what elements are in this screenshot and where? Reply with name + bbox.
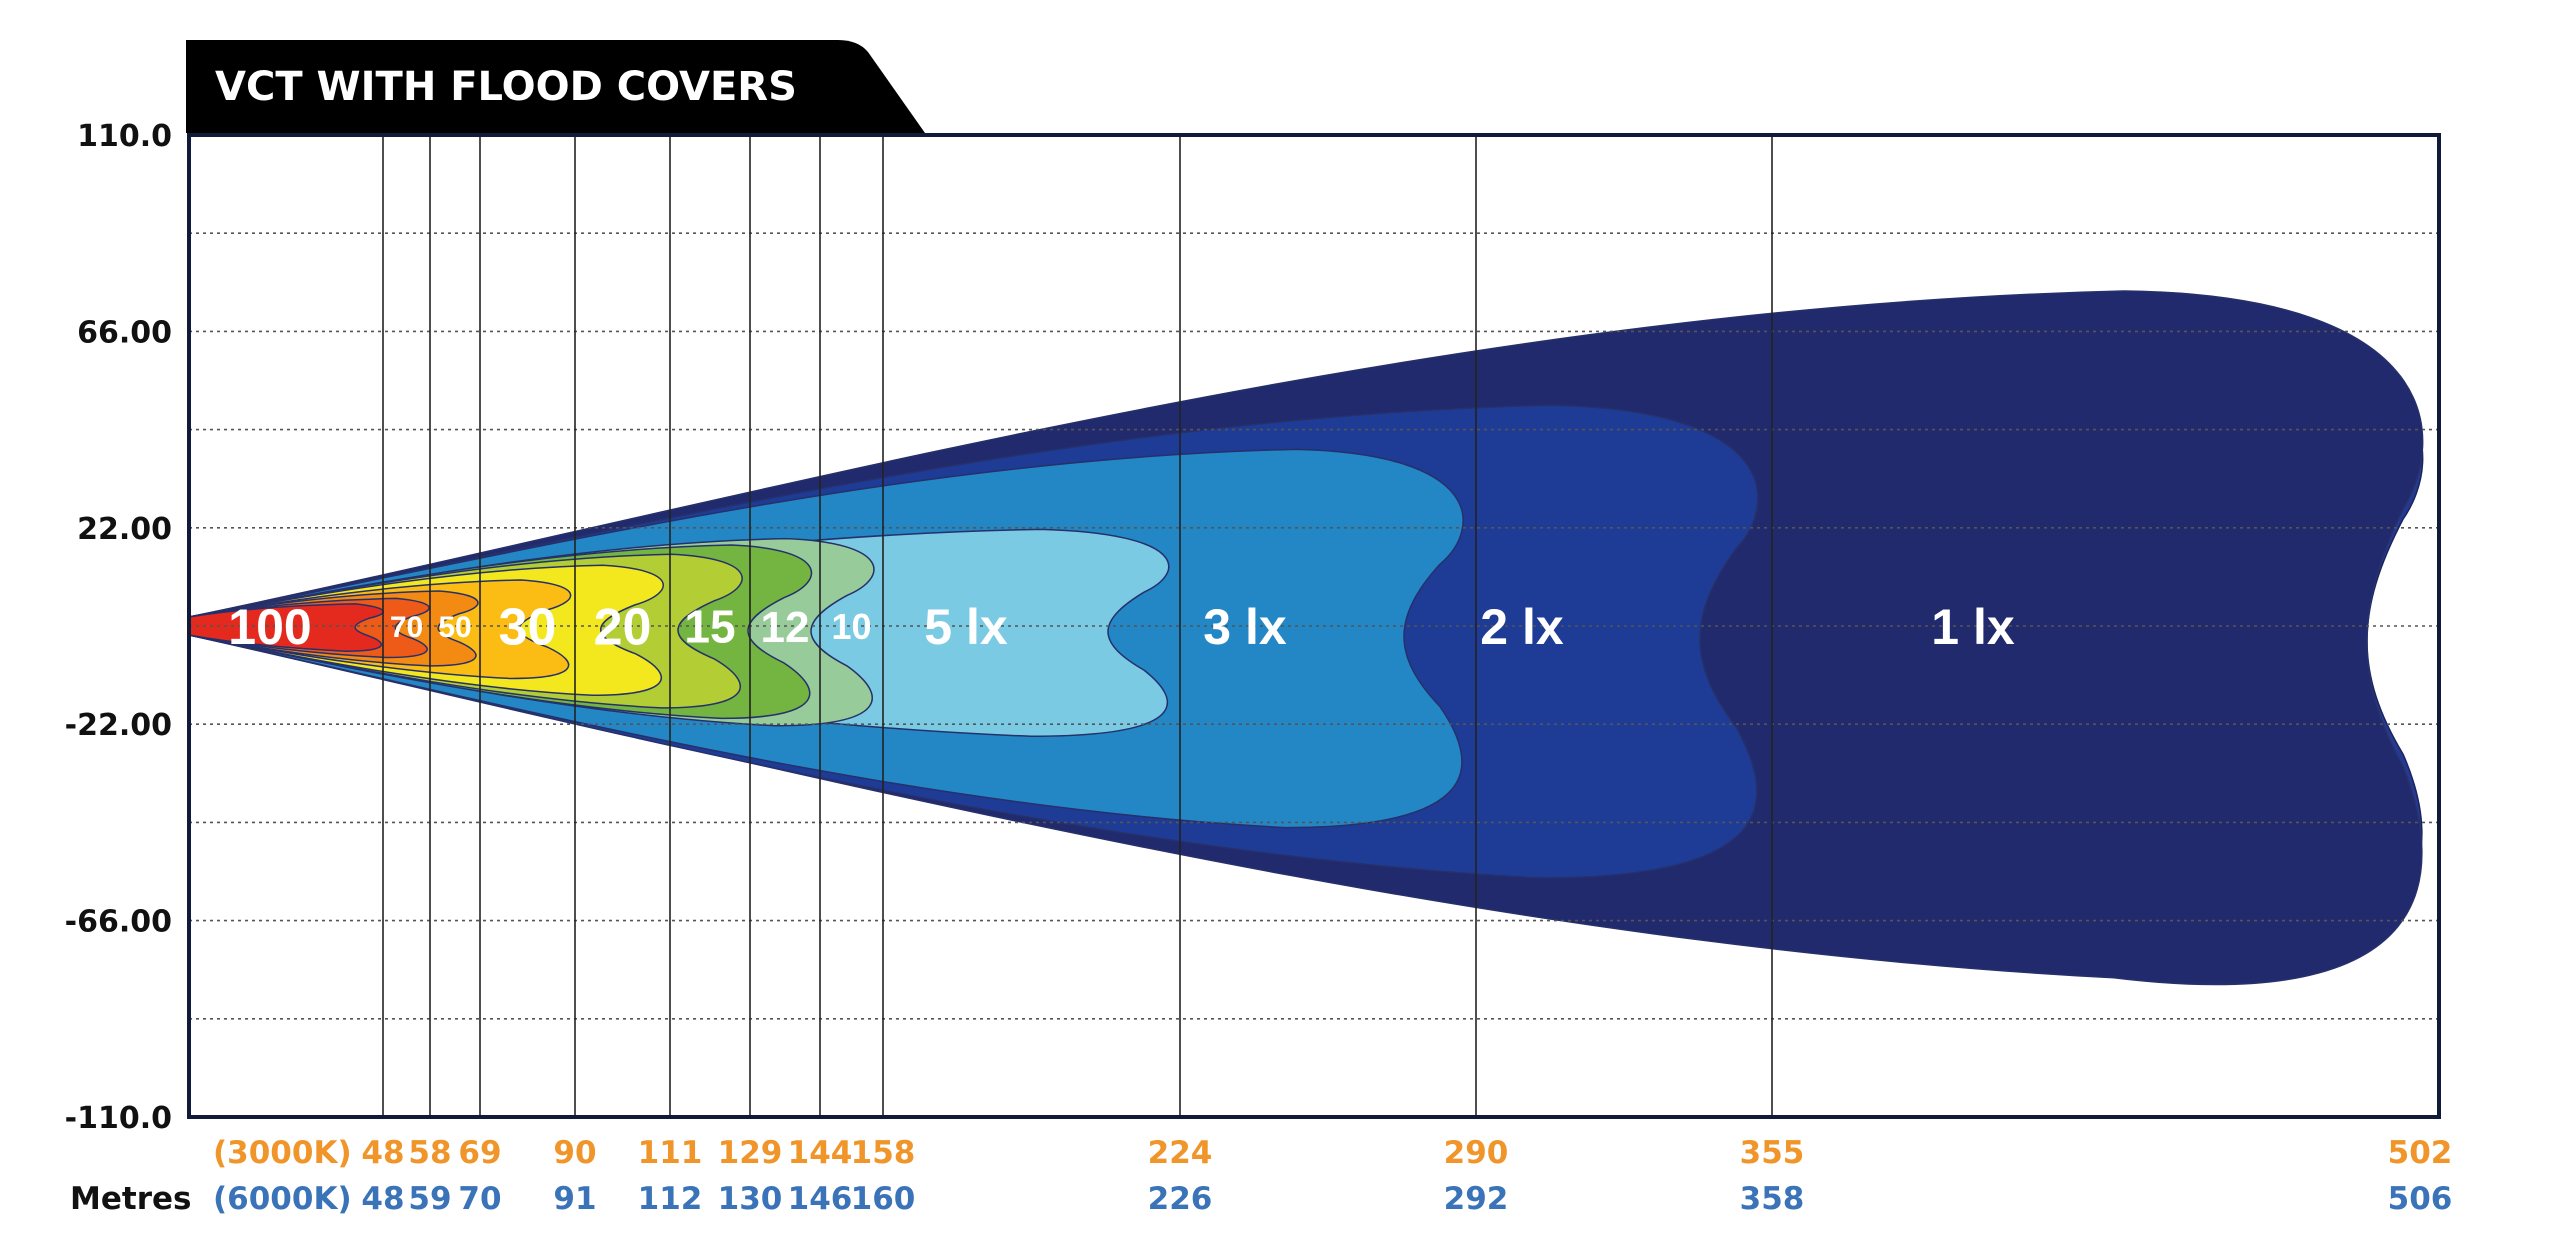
zone-label-10: 10 (831, 606, 871, 647)
x-tick-3000k: 158 (851, 1135, 916, 1171)
x-tick-3000k: 129 (718, 1135, 783, 1171)
x-tick-3000k: 90 (553, 1135, 596, 1171)
x-tick-3000k: 224 (1148, 1135, 1213, 1171)
x-tick-6000k: 91 (553, 1181, 596, 1217)
x-tick-6000k: 226 (1148, 1181, 1213, 1217)
distance-gridlines (382, 135, 1773, 1117)
x-tick-6000k: 292 (1444, 1181, 1509, 1217)
x-tick-3000k: 48 (361, 1135, 404, 1171)
x-tick-6000k: 506 (2388, 1181, 2453, 1217)
zone-label-100: 100 (228, 599, 311, 655)
zone-label-50: 50 (438, 611, 471, 644)
x-tick-3000k: 58 (408, 1135, 451, 1171)
y-tick-label: 110.0 (77, 119, 172, 154)
y-tick-label: 22.00 (77, 512, 172, 547)
zone-100 (188, 603, 384, 652)
x-tick-6000k: 59 (408, 1181, 451, 1217)
zone-label-2-lx: 2 lx (1480, 599, 1564, 655)
row-label-6000k: (6000K) (213, 1181, 352, 1217)
x-tick-3000k: 69 (458, 1135, 501, 1171)
zone-label-20: 20 (594, 599, 652, 657)
x-tick-3000k: 355 (1740, 1135, 1805, 1171)
zone-labels: 100 70 50 30 20 15 12 10 5 lx 3 lx 2 lx 1 lx (228, 599, 2015, 657)
y-tick-label: -66.00 (65, 905, 172, 940)
x-axis-label: Metres (70, 1181, 191, 1217)
y-tick-label: 66.00 (77, 315, 172, 350)
y-axis-ticks: 110.0 66.00 22.00 -22.00 -66.00 -110.0 (65, 119, 172, 1136)
x-tick-3000k: 502 (2388, 1135, 2453, 1171)
x-tick-6000k: 160 (851, 1181, 916, 1217)
zone-label-15: 15 (684, 601, 735, 653)
y-tick-label: -110.0 (65, 1101, 172, 1136)
x-tick-3000k: 111 (638, 1135, 703, 1171)
row-label-3000k: (3000K) (213, 1135, 352, 1171)
zone-label-30: 30 (499, 599, 557, 657)
x-tick-6000k: 146 (788, 1181, 853, 1217)
zone-label-12: 12 (761, 603, 810, 652)
title-tab (186, 40, 925, 133)
isolux-zones (188, 290, 2424, 986)
x-tick-6000k: 112 (638, 1181, 703, 1217)
plot-frame (187, 133, 2441, 1119)
x-tick-6000k: 48 (361, 1181, 404, 1217)
x-tick-3000k: 290 (1444, 1135, 1509, 1171)
y-tick-label: -22.00 (65, 708, 172, 743)
x-tick-3000k: 144 (788, 1135, 853, 1171)
x-tick-6000k: 130 (718, 1181, 783, 1217)
zone-label-3-lx: 3 lx (1203, 599, 1287, 655)
zone-label-1-lx: 1 lx (1931, 599, 2015, 655)
chart-title: VCT WITH FLOOD COVERS (215, 64, 797, 110)
zone-label-70: 70 (390, 611, 423, 644)
x-tick-6000k: 358 (1740, 1181, 1805, 1217)
zone-label-5-lx: 5 lx (924, 599, 1008, 655)
x-tick-6000k: 70 (458, 1181, 501, 1217)
